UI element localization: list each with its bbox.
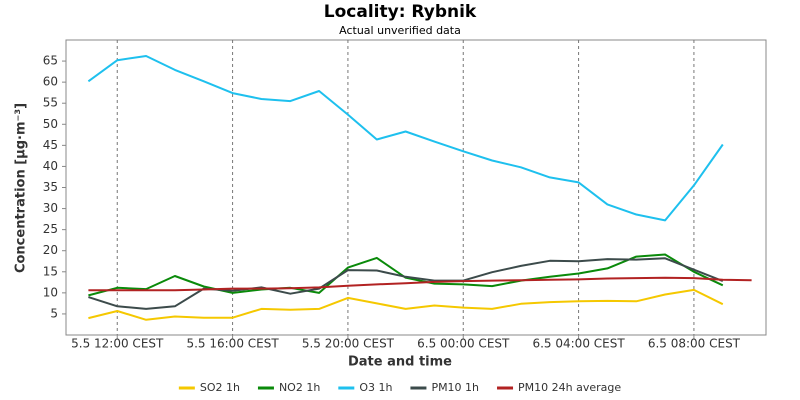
x-tick-label: 6.5 04:00 CEST xyxy=(532,337,625,351)
x-tick-label: 5.5 12:00 CEST xyxy=(71,337,164,351)
y-tick-label: 25 xyxy=(43,222,58,236)
y-tick-label: 30 xyxy=(43,201,58,215)
y-tick-label: 20 xyxy=(43,243,58,257)
y-tick-label: 35 xyxy=(43,180,58,194)
y-axis-title: Concentration [µg·m⁻³] xyxy=(14,103,29,273)
legend-label: SO2 1h xyxy=(200,381,240,394)
data-line xyxy=(87,55,724,222)
y-tick-label: 50 xyxy=(43,117,58,131)
legend-label: PM10 24h average xyxy=(518,381,621,394)
x-tick-label: 6.5 08:00 CEST xyxy=(648,337,741,351)
x-axis-title: Date and time xyxy=(348,355,452,370)
data-line xyxy=(88,276,752,292)
legend: SO2 1h NO2 1h O3 1h PM10 1h PM10 24h average xyxy=(178,381,621,394)
y-tick-label: 55 xyxy=(43,96,58,110)
y-tick-label: 40 xyxy=(43,159,58,173)
chart-subtitle: Actual unverified data xyxy=(339,24,461,37)
y-tick-label: 45 xyxy=(43,138,58,152)
data-line xyxy=(88,257,724,310)
y-tick-label: 5 xyxy=(50,306,58,320)
y-tick-label: 65 xyxy=(43,54,58,68)
x-tick-label: 6.5 00:00 CEST xyxy=(417,337,510,351)
chart-title: Locality: Rybnik xyxy=(324,2,477,22)
y-tick-label: 60 xyxy=(43,75,58,89)
data-line xyxy=(88,288,724,321)
x-tick-label: 5.5 20:00 CEST xyxy=(302,337,395,351)
y-tick-label: 15 xyxy=(43,264,58,278)
x-tick-label: 5.5 16:00 CEST xyxy=(186,337,279,351)
y-tick-label: 10 xyxy=(43,285,58,299)
legend-label: O3 1h xyxy=(359,381,392,394)
legend-label: NO2 1h xyxy=(279,381,320,394)
legend-label: PM10 1h xyxy=(431,381,479,394)
